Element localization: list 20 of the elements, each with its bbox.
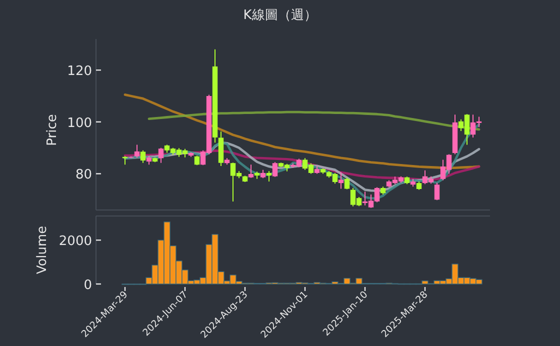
chart-title: K線圖（週） bbox=[243, 8, 317, 23]
candlestick bbox=[134, 144, 140, 158]
y-axis-title: Volume bbox=[35, 226, 50, 274]
candlestick bbox=[158, 147, 164, 164]
candlestick bbox=[434, 182, 440, 201]
y-tick-label: 100 bbox=[67, 116, 92, 131]
y-tick-label: 80 bbox=[75, 168, 92, 183]
line-series bbox=[124, 123, 480, 200]
y-axis-title: Price bbox=[45, 114, 60, 146]
candlestick bbox=[248, 164, 254, 178]
line-series bbox=[124, 141, 480, 192]
candlestick bbox=[338, 172, 344, 190]
candlestick bbox=[194, 155, 200, 166]
y-tick-label: 120 bbox=[67, 64, 92, 80]
candlestick bbox=[140, 150, 146, 164]
candlestick bbox=[266, 170, 272, 182]
candlestick bbox=[344, 177, 350, 190]
candlestick bbox=[272, 162, 278, 178]
y-tick-label: 2000 bbox=[58, 234, 92, 250]
y-tick-label: 0 bbox=[84, 278, 92, 293]
